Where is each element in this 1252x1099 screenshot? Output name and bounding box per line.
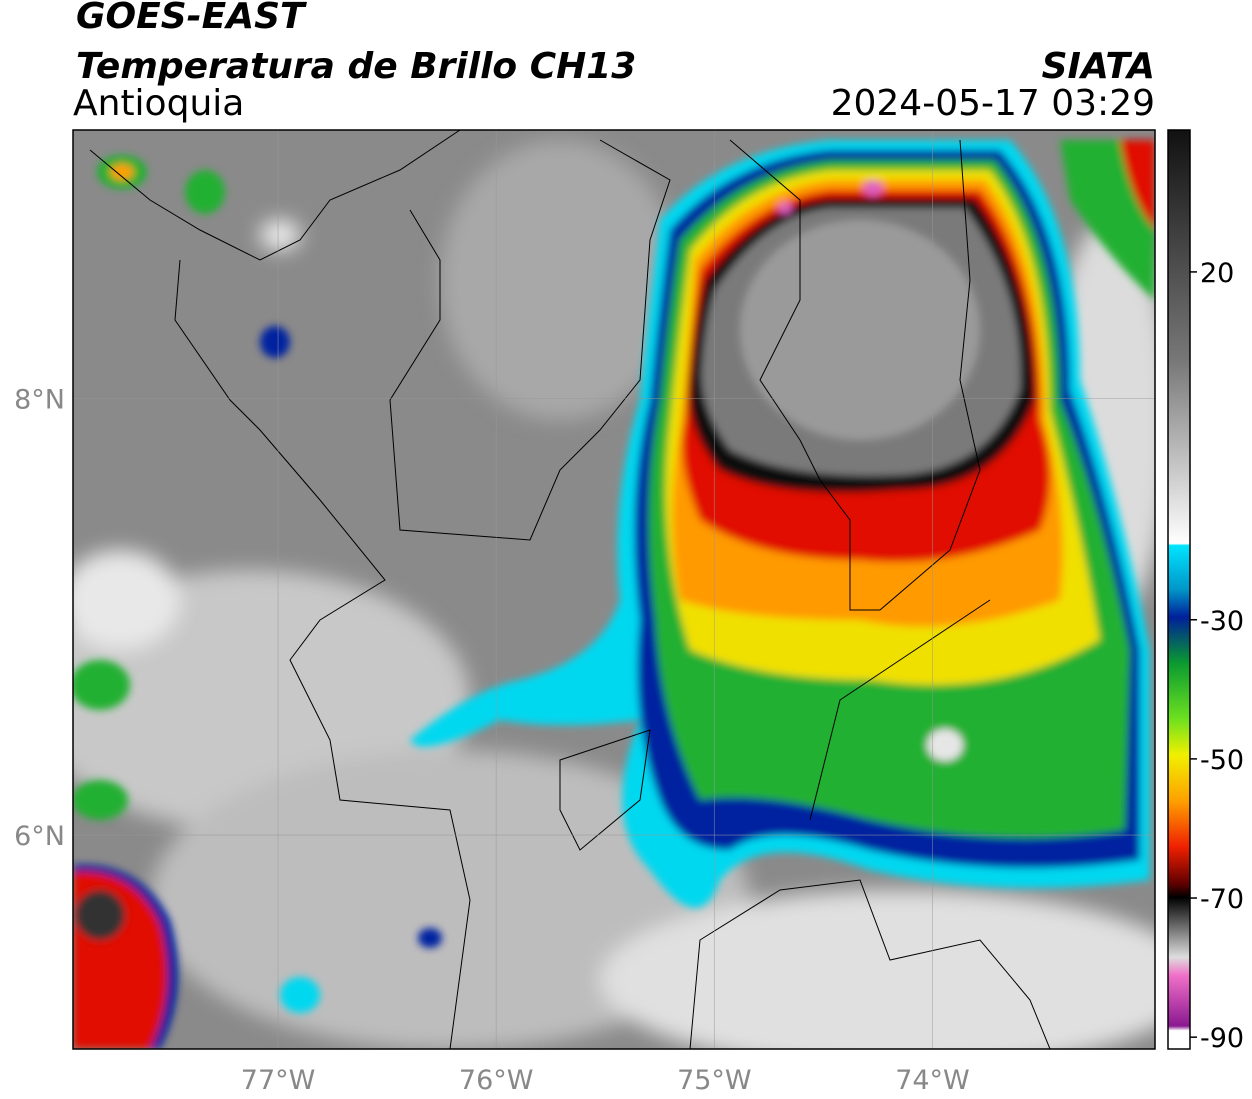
colorbar-tick-label: -30: [1200, 606, 1244, 637]
lat-tick-label: 6°N: [14, 821, 65, 852]
lat-tick-label: 8°N: [14, 384, 65, 415]
source: SIATA: [1042, 46, 1155, 87]
title: GOES-EAST: [76, 0, 307, 37]
colorbar-tick-label: 20: [1200, 258, 1234, 289]
lon-tick-label: 77°W: [241, 1065, 316, 1096]
imagery: [73, 130, 1155, 1049]
colorbar-tick-label: -70: [1200, 884, 1244, 915]
colorbar-tick-label: -50: [1200, 745, 1244, 776]
colorbar: [1167, 129, 1191, 1050]
colorbar-tick-label: -90: [1200, 1023, 1244, 1054]
map-frame: [72, 129, 1156, 1050]
borders: [89, 130, 1051, 1049]
lon-tick-label: 74°W: [895, 1065, 970, 1096]
lon-tick-label: 75°W: [677, 1065, 752, 1096]
gridlines: [73, 130, 1155, 1049]
datetime: 2024-05-17 03:29: [831, 83, 1155, 124]
storm: [73, 140, 1155, 1049]
region: Antioquia: [73, 83, 244, 124]
subtitle: Temperatura de Brillo CH13: [76, 46, 636, 87]
lon-tick-label: 76°W: [459, 1065, 534, 1096]
